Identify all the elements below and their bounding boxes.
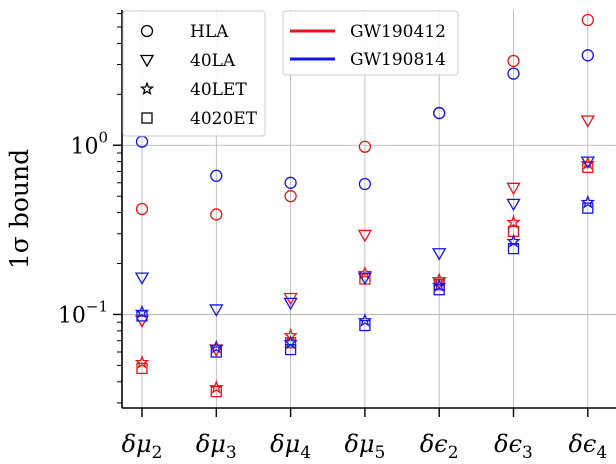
point-gw190412-hla (581, 13, 594, 27)
x-tick-label-subscript: 2 (448, 443, 459, 463)
x-tick-label-symbol: δμ (270, 430, 300, 458)
legend-label-hla: HLA (190, 22, 229, 42)
x-tick-label-subscript: 4 (596, 443, 607, 463)
point-gw190814-40la (432, 248, 447, 261)
point-gw190412-40let (209, 379, 224, 394)
legend-label-gw190412: GW190412 (350, 22, 446, 42)
point-gw190814-4020et (136, 310, 148, 322)
x-tick-label-symbol: δϵ (420, 430, 448, 458)
marker-legend: HLA 40LA 40LET 4020ET (122, 10, 266, 137)
x-tick-label: δϵ4 (568, 430, 607, 463)
point-gw190814-hla (358, 177, 372, 191)
point-gw190814-4020et (507, 242, 520, 255)
y-tick-label-base: 10 (58, 303, 86, 328)
point-gw190412-40let (506, 214, 521, 229)
point-gw190412-hla (210, 208, 223, 221)
point-gw190412-hla (507, 54, 520, 68)
point-gw190814-4020et (210, 346, 222, 358)
point-gw190814-40la (580, 156, 595, 170)
y-tick-label: 100 (70, 128, 108, 159)
point-gw190412-4020et (136, 362, 148, 375)
y-tick-label-base: 10 (70, 134, 98, 159)
point-gw190814-hla (507, 67, 520, 80)
point-gw190814-40let (357, 312, 373, 327)
point-gw190814-40let (580, 194, 596, 209)
x-tick-label-subscript: 2 (152, 443, 163, 463)
point-gw190814-hla (581, 49, 594, 62)
event-legend: GW190412 GW190814 (282, 10, 459, 76)
x-tick-label-subscript: 3 (522, 443, 533, 463)
x-tick-label-subscript: 3 (226, 443, 237, 463)
point-gw190412-4020et (582, 161, 594, 174)
legend-marker-star (139, 81, 155, 96)
legend-marker-triangle-down (139, 54, 155, 68)
data-marks (134, 13, 596, 398)
legend-label-4020et: 4020ET (190, 109, 258, 129)
legends: HLA 40LA 40LET 4020ET GW190412 GW190814 (122, 10, 459, 137)
point-gw190412-40let (357, 265, 373, 280)
point-gw190814-4020et (433, 284, 445, 296)
y-axis-label: 1σ bound (5, 149, 34, 269)
point-gw190814-40la (134, 272, 150, 286)
x-tick-label: δμ3 (196, 430, 237, 463)
point-gw190412-4020et (210, 385, 222, 398)
x-tick-label: δϵ2 (420, 430, 459, 463)
x-tick-label-symbol: δμ (196, 430, 226, 458)
point-gw190412-40la (506, 182, 521, 196)
point-gw190814-40la (506, 198, 521, 212)
point-gw190814-hla (210, 169, 223, 182)
y-tick-label-exponent: 0 (98, 128, 108, 146)
point-gw190814-40let (431, 278, 447, 292)
point-gw190412-hla (135, 202, 149, 216)
point-gw190412-40la (580, 115, 595, 128)
legend-label-40let: 40LET (190, 80, 247, 100)
x-tick-label-subscript: 4 (300, 443, 311, 463)
x-tick-label: δμ2 (122, 430, 163, 463)
point-gw190814-4020et (359, 319, 371, 332)
x-tick-label: δμ5 (344, 430, 385, 463)
x-tick-label-subscript: 5 (375, 443, 386, 463)
point-gw190412-40let (134, 354, 150, 369)
x-tick-label: δϵ3 (494, 430, 533, 463)
point-gw190814-hla (284, 176, 297, 189)
marker-legend-box (122, 10, 266, 137)
point-gw190814-40let (209, 339, 224, 354)
x-tick-label-symbol: δμ (344, 430, 374, 458)
legend-label-gw190814: GW190814 (350, 50, 446, 70)
point-gw190814-40la (357, 272, 373, 286)
x-tick-label: δμ4 (270, 430, 311, 463)
y-tick-label-exponent: −1 (86, 297, 108, 315)
x-tick-label-symbol: δϵ (568, 430, 596, 458)
point-gw190814-4020et (582, 202, 594, 214)
point-gw190412-hla (284, 190, 297, 203)
point-gw190814-40la (283, 297, 298, 311)
point-gw190814-4020et (284, 343, 297, 356)
legend-label-40la: 40LA (190, 51, 236, 71)
point-gw190814-hla (433, 106, 446, 120)
x-tick-label-symbol: δμ (122, 430, 152, 458)
point-gw190412-40let (431, 272, 447, 287)
point-gw190412-40la (357, 229, 373, 243)
legend-marker-circle (140, 24, 154, 38)
legend-marker-square (141, 112, 153, 124)
point-gw190412-hla (358, 140, 372, 153)
x-tick-label-symbol: δϵ (494, 430, 522, 458)
point-gw190814-40la (209, 304, 224, 317)
y-tick-label: 10−1 (58, 297, 108, 328)
